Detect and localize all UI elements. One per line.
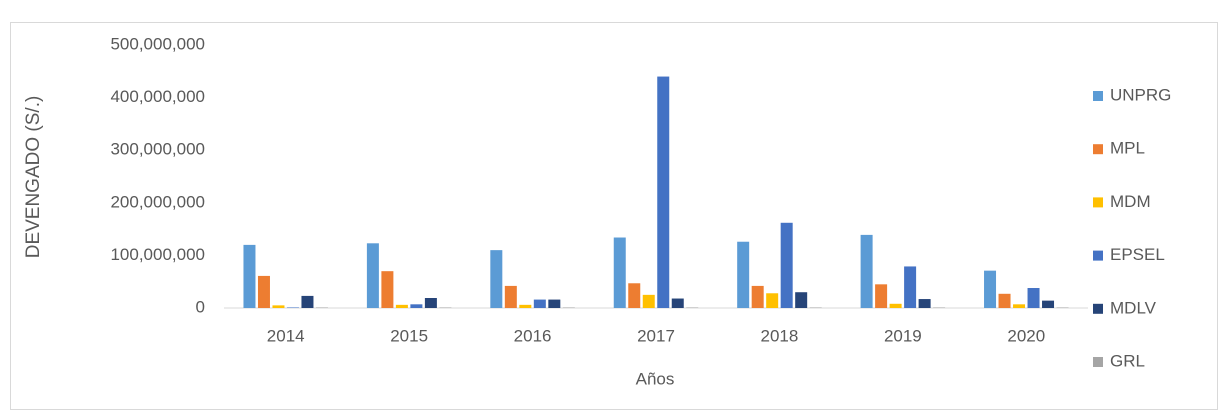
y-tick-label: 300,000,000	[110, 140, 205, 159]
legend-label: UNPRG	[1110, 85, 1171, 104]
bar	[751, 285, 764, 308]
x-tick-label: 2016	[514, 326, 552, 345]
x-tick-label: 2020	[1007, 326, 1045, 345]
legend-swatch	[1093, 144, 1103, 155]
legend-label: MDM	[1110, 192, 1151, 211]
bar	[642, 294, 655, 308]
bar	[519, 304, 532, 308]
legend-swatch	[1093, 197, 1103, 208]
bar	[1027, 288, 1040, 308]
x-tick-label: 2018	[761, 326, 799, 345]
bar	[875, 284, 888, 308]
legend-swatch	[1093, 91, 1103, 101]
legend-label: EPSEL	[1110, 245, 1165, 264]
x-tick-label: 2014	[267, 326, 305, 345]
bar	[671, 298, 684, 308]
bar	[504, 285, 517, 308]
bar	[424, 298, 437, 308]
y-tick-label: 100,000,000	[110, 245, 205, 264]
y-axis-label: DEVENGADO (S/.)	[23, 96, 44, 259]
bar	[286, 307, 299, 308]
bar	[933, 307, 946, 308]
chart-frame	[10, 22, 1218, 410]
x-tick-label: 2017	[637, 326, 675, 345]
bar	[395, 304, 408, 308]
y-tick-label: 500,000,000	[110, 34, 205, 53]
bar	[257, 275, 270, 308]
bar	[918, 299, 931, 308]
bar	[860, 234, 873, 308]
bar	[548, 299, 561, 308]
y-tick-label: 0	[196, 297, 205, 316]
bar	[628, 283, 641, 308]
bar	[533, 299, 546, 308]
y-tick-label: 400,000,000	[110, 87, 205, 106]
bar	[1056, 307, 1069, 308]
bar	[766, 293, 779, 308]
bar	[998, 293, 1011, 308]
bar	[439, 307, 452, 308]
bar	[1013, 304, 1026, 308]
bar	[984, 270, 997, 308]
bar	[410, 304, 423, 308]
legend-swatch	[1093, 303, 1103, 314]
y-tick-label: 200,000,000	[110, 192, 205, 211]
legend-label: GRL	[1110, 351, 1145, 370]
bar	[1042, 300, 1055, 308]
bar	[272, 305, 285, 308]
bar	[366, 243, 379, 308]
legend-label: MPL	[1110, 139, 1145, 158]
bar	[381, 271, 394, 308]
x-axis-label: Años	[636, 369, 675, 388]
bar	[613, 237, 626, 308]
bar	[809, 307, 822, 308]
legend-label: MDLV	[1110, 298, 1157, 317]
x-tick-label: 2015	[390, 326, 428, 345]
bar	[737, 241, 750, 308]
bar	[889, 303, 902, 308]
bar	[490, 250, 503, 308]
bar	[657, 76, 670, 308]
bar	[562, 307, 575, 308]
bar	[780, 222, 793, 308]
bar	[686, 307, 699, 308]
x-tick-label: 2019	[884, 326, 922, 345]
bar	[243, 244, 256, 308]
legend-swatch	[1093, 250, 1103, 261]
bar	[795, 292, 808, 308]
bar	[315, 307, 328, 308]
bar	[904, 266, 917, 308]
legend-swatch	[1093, 357, 1103, 367]
bar	[301, 295, 314, 308]
